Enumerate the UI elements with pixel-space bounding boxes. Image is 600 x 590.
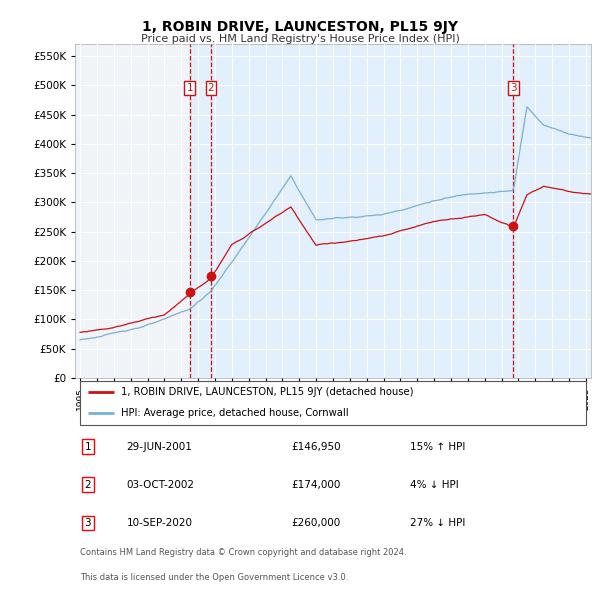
Text: Price paid vs. HM Land Registry's House Price Index (HPI): Price paid vs. HM Land Registry's House … [140,34,460,44]
Text: HPI: Average price, detached house, Cornwall: HPI: Average price, detached house, Corn… [121,408,349,418]
Text: 10-SEP-2020: 10-SEP-2020 [127,518,193,528]
Text: 15% ↑ HPI: 15% ↑ HPI [410,441,466,451]
Text: Contains HM Land Registry data © Crown copyright and database right 2024.: Contains HM Land Registry data © Crown c… [80,548,407,557]
Text: 29-JUN-2001: 29-JUN-2001 [127,441,193,451]
Text: 1, ROBIN DRIVE, LAUNCESTON, PL15 9JY (detached house): 1, ROBIN DRIVE, LAUNCESTON, PL15 9JY (de… [121,386,414,396]
Bar [514,44,591,378]
Text: £174,000: £174,000 [292,480,341,490]
Bar [211,44,514,378]
Text: 1, ROBIN DRIVE, LAUNCESTON, PL15 9JY: 1, ROBIN DRIVE, LAUNCESTON, PL15 9JY [142,19,458,34]
Text: £146,950: £146,950 [292,441,341,451]
Text: 03-OCT-2002: 03-OCT-2002 [127,480,194,490]
Text: 3: 3 [85,518,91,528]
Text: This data is licensed under the Open Government Licence v3.0.: This data is licensed under the Open Gov… [80,573,349,582]
Text: 4% ↓ HPI: 4% ↓ HPI [410,480,459,490]
FancyBboxPatch shape [80,381,586,425]
Text: £260,000: £260,000 [292,518,341,528]
Bar [190,44,211,378]
Text: 2: 2 [85,480,91,490]
Text: 1: 1 [85,441,91,451]
Text: 3: 3 [510,83,517,93]
Text: 2: 2 [208,83,214,93]
Text: 1: 1 [187,83,193,93]
Text: 27% ↓ HPI: 27% ↓ HPI [410,518,466,528]
